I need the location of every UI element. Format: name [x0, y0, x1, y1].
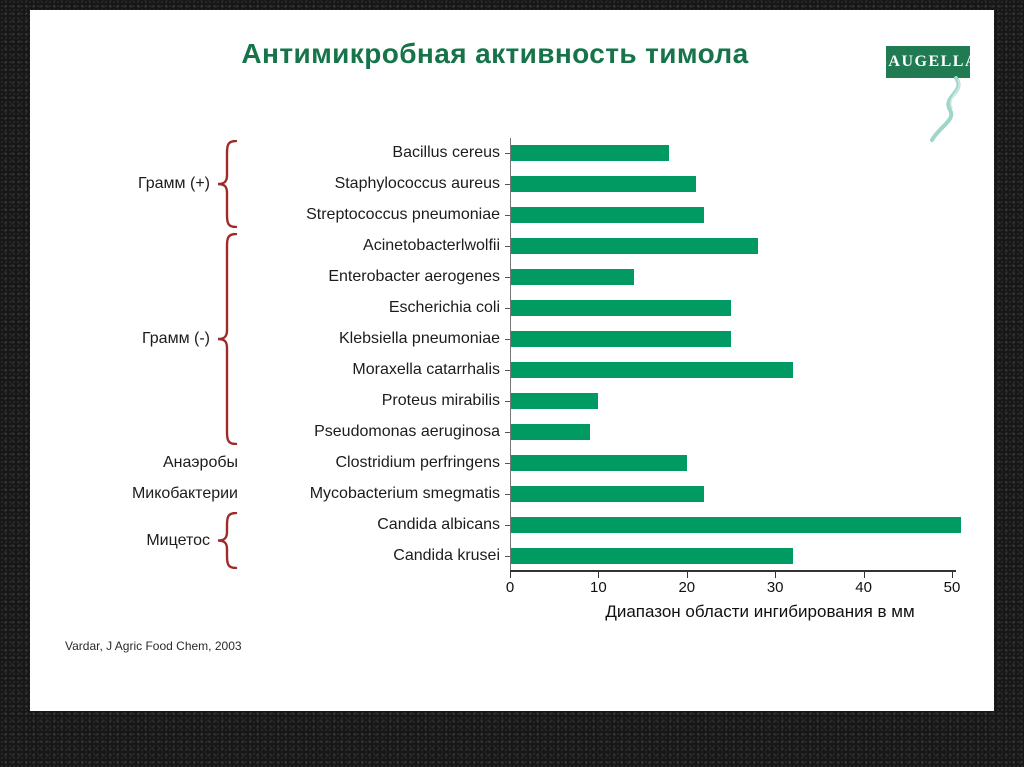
x-axis-tick-label: 20 [678, 579, 696, 596]
citation: Vardar, J Agric Food Chem, 2003 [65, 639, 242, 653]
bar [510, 176, 696, 192]
category-tick [505, 246, 510, 247]
category-tick [505, 525, 510, 526]
group-label: Анаэробы [162, 454, 238, 471]
group-brace-icon [217, 512, 238, 569]
category-tick [505, 370, 510, 371]
x-axis-label: Диапазон области ингибирования в мм [605, 602, 915, 621]
category-label: Enterobacter aerogenes [328, 268, 500, 285]
bar [510, 424, 590, 440]
x-axis-tick-label: 30 [766, 579, 784, 596]
category-tick [505, 401, 510, 402]
category-tick [505, 556, 510, 557]
category-label: Pseudomonas aeruginosa [314, 423, 500, 440]
category-label: Proteus mirabilis [381, 392, 500, 409]
x-axis-line [510, 570, 956, 572]
y-axis-line [510, 138, 511, 570]
bar [510, 269, 634, 285]
slide: Антимикробная активность тимола SAUGELLA… [30, 10, 994, 711]
saugella-logo: SAUGELLA [878, 46, 977, 78]
x-axis-tick [686, 572, 688, 578]
category-tick [505, 184, 510, 185]
category-tick [505, 277, 510, 278]
logo-swoosh-icon [930, 76, 961, 142]
category-label: Moraxella catarrhalis [352, 361, 500, 378]
category-label: Klebsiella pneumoniae [339, 330, 500, 347]
chart-title: Антимикробная активность тимола [241, 38, 749, 69]
category-label: Candida albicans [377, 516, 500, 533]
bar [510, 362, 793, 378]
group-label: Мицетос [146, 531, 210, 549]
x-axis-tick-label: 10 [590, 579, 607, 596]
category-tick [505, 463, 510, 464]
category-tick [505, 339, 510, 340]
bar [510, 238, 758, 254]
x-axis-tick-label: 0 [505, 579, 515, 596]
bar [510, 331, 731, 347]
category-tick [505, 494, 510, 495]
group-label: Грамм (-) [142, 330, 210, 347]
group-brace-icon [217, 140, 238, 228]
category-label: Candida krusei [393, 547, 500, 564]
group-label: Микобактерии [131, 485, 238, 502]
group-brace-icon [217, 233, 238, 445]
bar [510, 300, 731, 316]
category-tick [505, 432, 510, 433]
category-label: Staphylococcus aureus [334, 175, 500, 192]
category-label: Bacillus cereus [392, 144, 500, 161]
bar [510, 145, 670, 161]
bar-chart: Bacillus cereus Staphylococcus aureus Stre… [30, 10, 994, 711]
x-axis-tick-label: 50 [943, 579, 961, 596]
category-label: Mycobacterium smegmatis [309, 485, 500, 502]
bar [510, 207, 705, 223]
x-axis-tick [598, 572, 600, 578]
bar [510, 486, 705, 502]
x-axis-tick-label: 40 [855, 579, 872, 596]
bar [510, 455, 687, 471]
x-axis-tick [510, 572, 511, 578]
category-tick [505, 153, 510, 154]
category-label: Streptococcus pneumoniae [306, 206, 500, 223]
x-axis-tick [952, 572, 953, 578]
bar [510, 548, 793, 564]
x-axis-tick [775, 572, 777, 578]
group-label: Грамм (+) [137, 175, 210, 192]
category-label: Clostridium perfringens [335, 454, 500, 471]
bar [510, 517, 961, 533]
bar [510, 393, 599, 409]
category-label: Escherichia coli [388, 299, 500, 316]
x-axis-tick [863, 572, 865, 578]
category-tick [505, 308, 510, 309]
category-tick [505, 215, 510, 216]
category-label: Acinetobacterlwolfii [363, 237, 500, 254]
